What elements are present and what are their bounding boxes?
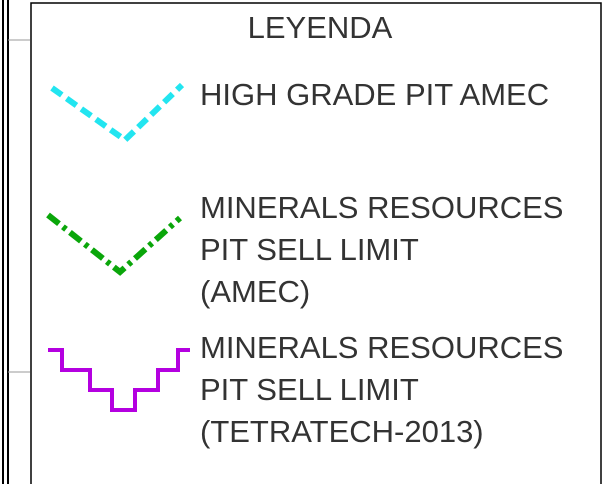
item-label: MINERALS RESOURCES	[200, 330, 563, 365]
item-label: HIGH GRADE PIT AMEC	[200, 77, 549, 112]
item-label: MINERALS RESOURCES	[200, 190, 563, 225]
legend-border	[30, 2, 602, 484]
item-label: PIT SELL LIMIT	[200, 232, 419, 267]
item-label: (TETRATECH-2013)	[200, 414, 484, 449]
magenta-pit-symbol	[48, 348, 190, 412]
cyan-pit-symbol	[50, 82, 185, 144]
item-label: PIT SELL LIMIT	[200, 372, 419, 407]
green-pit-symbol	[46, 212, 183, 276]
legend-title: LEYENDA	[248, 10, 393, 45]
item-label: (AMEC)	[200, 274, 310, 309]
